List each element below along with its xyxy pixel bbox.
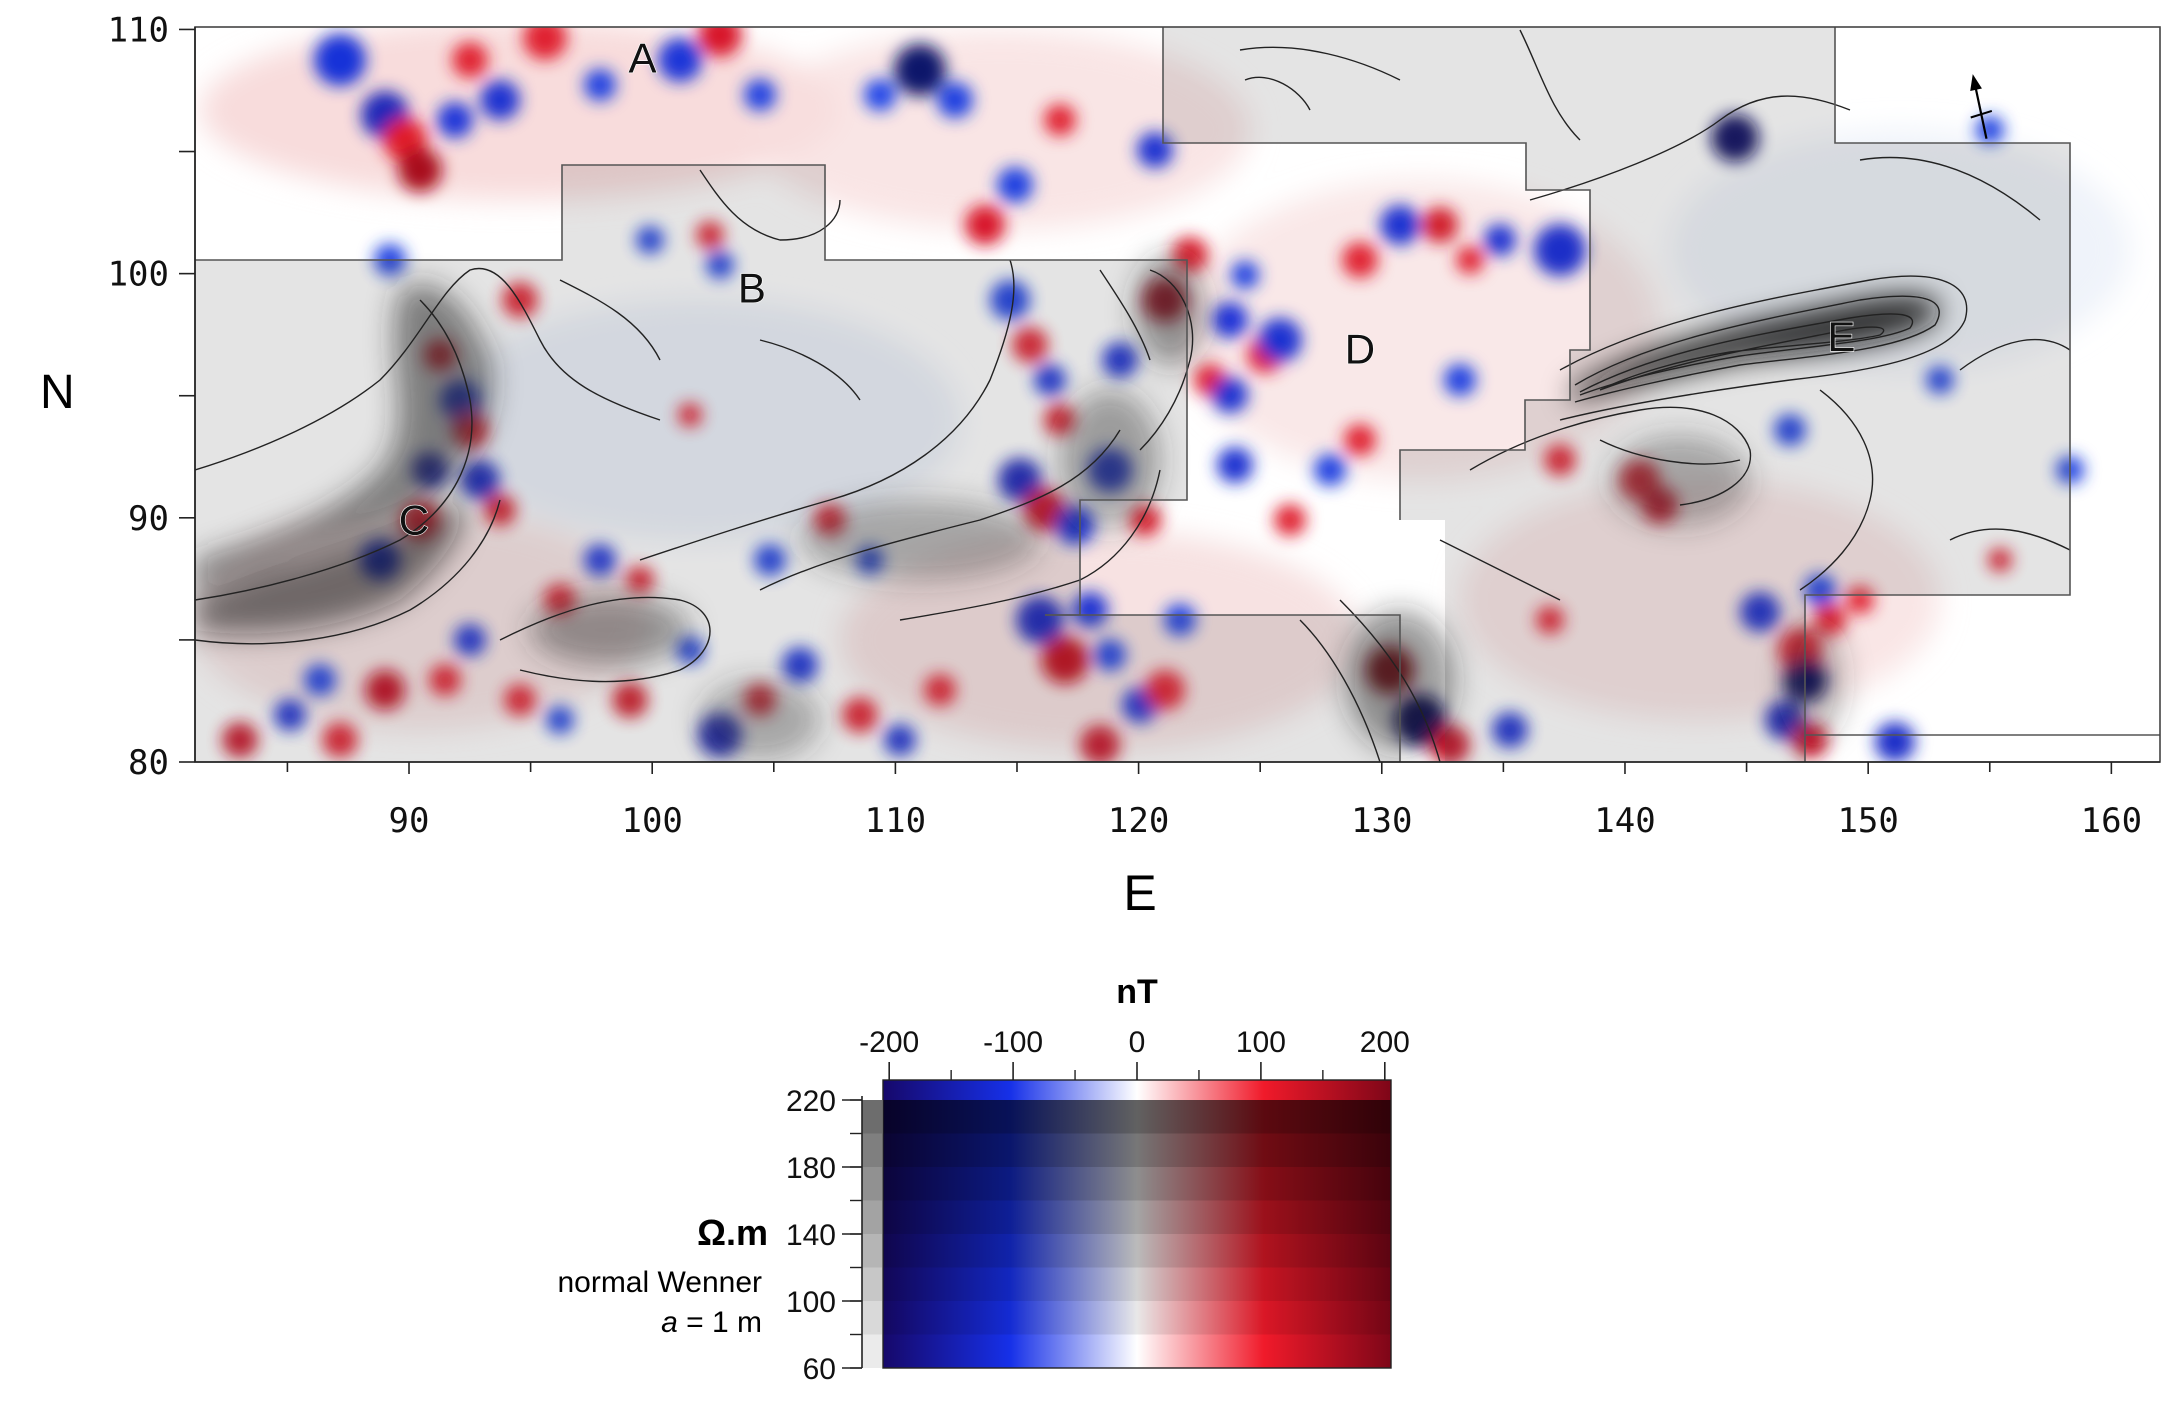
resistivity-band bbox=[883, 1234, 1391, 1268]
resistivity-band bbox=[883, 1167, 1391, 1201]
magnetic-tick-label: 0 bbox=[1129, 1026, 1146, 1059]
resistivity-tick-label: 60 bbox=[803, 1353, 836, 1386]
resistivity-band bbox=[883, 1267, 1391, 1301]
colour-ramp-frame bbox=[882, 1079, 1392, 1369]
magnetic-tick-label: -100 bbox=[983, 1026, 1043, 1059]
resistivity-strip-band bbox=[862, 1234, 882, 1268]
y-tick-label: 100 bbox=[108, 255, 169, 295]
resistivity-strip-band bbox=[862, 1167, 882, 1201]
x-tick-label: 160 bbox=[2081, 801, 2142, 841]
x-tick-label: 150 bbox=[1837, 801, 1898, 841]
resistivity-strip-band bbox=[862, 1301, 882, 1335]
anomaly-label-d: D bbox=[1345, 325, 1375, 372]
resistivity-tick-label: 100 bbox=[786, 1286, 836, 1319]
y-axis: 80 90 100 110 bbox=[108, 10, 196, 783]
x-tick-label: 130 bbox=[1351, 801, 1412, 841]
resistivity-strip-band bbox=[862, 1100, 882, 1134]
resistivity-band bbox=[883, 1100, 1391, 1134]
method-label: normal Wenner bbox=[557, 1266, 762, 1299]
magnetic-tick-label: 100 bbox=[1236, 1026, 1286, 1059]
resistivity-strip-band bbox=[862, 1267, 882, 1301]
resistivity-band bbox=[883, 1200, 1391, 1234]
resistivity-strip-band bbox=[862, 1334, 882, 1368]
x-tick-label: 100 bbox=[621, 801, 682, 841]
resistivity-scale-ticks: 220 180 140 100 60 bbox=[786, 1085, 863, 1386]
survey-grid-outlines bbox=[195, 27, 2160, 762]
resistivity-grey-strip bbox=[862, 1100, 882, 1368]
resistivity-tick-label: 220 bbox=[786, 1085, 836, 1118]
y-tick-label: 80 bbox=[128, 743, 169, 783]
anomaly-label-b: B bbox=[738, 264, 766, 311]
resistivity-tick-label: 180 bbox=[786, 1152, 836, 1185]
x-tick-label: 110 bbox=[865, 801, 926, 841]
north-arrow-icon bbox=[1970, 74, 1993, 139]
magnetic-tick-label: 200 bbox=[1360, 1026, 1410, 1059]
resistivity-band bbox=[883, 1301, 1391, 1335]
x-tick-label: 90 bbox=[389, 801, 430, 841]
anomaly-label-e: E bbox=[1827, 313, 1855, 360]
resistivity-strip-band bbox=[862, 1133, 882, 1167]
x-tick-label: 140 bbox=[1594, 801, 1655, 841]
y-tick-label: 90 bbox=[128, 499, 169, 539]
anomaly-labels: A B C D E bbox=[398, 34, 1856, 544]
x-axis-title: E bbox=[1123, 865, 1156, 921]
resistivity-shading bbox=[883, 1100, 1391, 1335]
resistivity-strip-band bbox=[862, 1200, 882, 1234]
anomaly-label-c: C bbox=[399, 496, 429, 543]
resistivity-unit-label: Ω.m bbox=[697, 1212, 768, 1253]
magnetic-tick-label: -200 bbox=[859, 1026, 919, 1059]
magnetic-scale-ticks: -200 -100 0 100 200 bbox=[859, 1026, 1410, 1080]
colour-legend: nT -200 -100 0 100 200 220 180 140 100 60 Ω.m no… bbox=[557, 973, 1409, 1386]
resistivity-band bbox=[883, 1133, 1391, 1167]
electrode-spacing-label: a = 1 m bbox=[661, 1306, 762, 1339]
magnetic-unit-label: nT bbox=[1116, 973, 1158, 1011]
survey-map: 80 90 100 110 90 100 110 120 130 140 150 160 N E A… bbox=[40, 10, 2161, 921]
y-tick-label: 110 bbox=[108, 10, 169, 50]
y-axis-title: N bbox=[40, 366, 75, 419]
x-axis: 90 100 110 120 130 140 150 160 bbox=[195, 761, 2160, 841]
x-tick-label: 120 bbox=[1108, 801, 1169, 841]
resistivity-contours bbox=[195, 29, 2071, 762]
resistivity-tick-label: 140 bbox=[786, 1219, 836, 1252]
anomaly-label-a: A bbox=[628, 35, 656, 82]
